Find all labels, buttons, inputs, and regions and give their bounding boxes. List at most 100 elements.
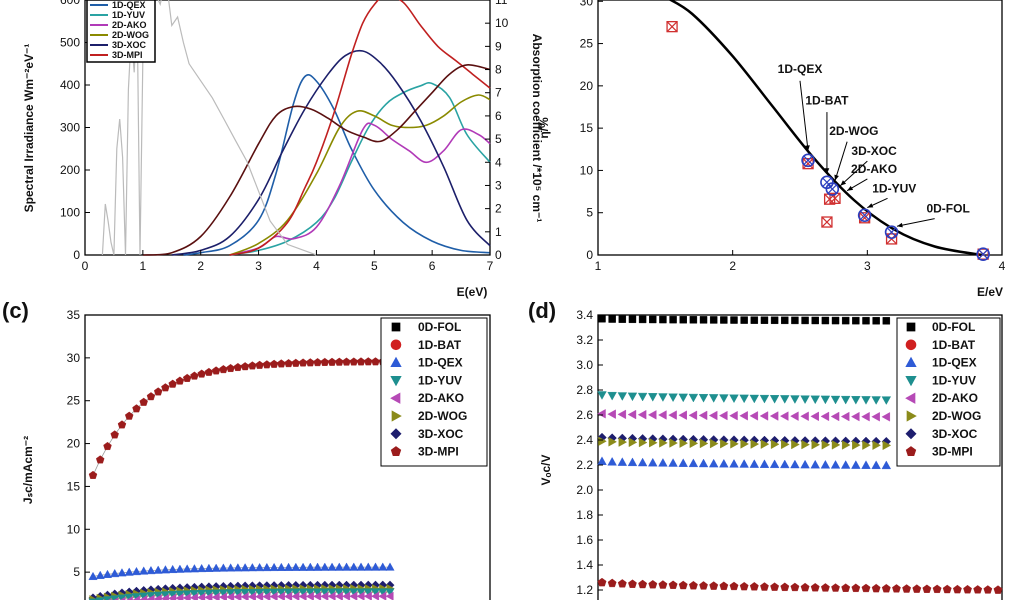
panel-c-marker: [291, 562, 301, 571]
panel-d-marker: [770, 582, 780, 591]
panel-c-marker: [139, 566, 149, 575]
panel-d-marker: [698, 458, 709, 468]
panel-d-marker: [881, 583, 891, 593]
panel-d-marker: [618, 437, 628, 447]
panel-c-marker: [356, 588, 366, 597]
panel-c-marker: [139, 397, 148, 406]
panel-c-marker: [370, 562, 381, 571]
panel-c-marker: [255, 588, 265, 598]
panel-b-xlabel: E/eV: [977, 285, 1003, 299]
panel-d-marker: [800, 411, 809, 422]
panel-d-marker: [628, 579, 637, 588]
panel-d-legend-marker: [905, 428, 917, 440]
panel-c-marker: [110, 568, 120, 578]
panel-c-marker: [146, 392, 156, 401]
panel-d-marker: [820, 411, 830, 422]
panel-b-circle-x: [827, 184, 837, 194]
panel-c-marker: [168, 379, 177, 388]
panel-c-legend-marker: [390, 339, 402, 351]
panel-d-ytick-label: 3.0: [576, 358, 593, 372]
panel-c-frame: [84, 314, 491, 600]
panel-d-marker: [689, 316, 698, 324]
panel-d-marker: [882, 317, 891, 325]
panel-d-marker: [720, 316, 728, 324]
panel-b-arrowhead: [896, 222, 903, 228]
panel-a-ytick-right-label: 3: [495, 178, 502, 192]
panel-a-ytick-right-label: 10: [495, 16, 509, 30]
panel-d-marker: [658, 410, 667, 420]
panel-d-marker: [659, 315, 667, 324]
panel-d-marker: [679, 438, 689, 448]
panel-b-annotation-arrow: [896, 218, 935, 227]
panel-d-marker: [647, 410, 657, 420]
panel-c-marker: [88, 470, 98, 479]
panel-d-marker: [749, 411, 759, 421]
panel-d-voc: (d) 1.2 1.4 1.6 1.8 2.0 2.2 2.4 2.6 2.8 3.0 3.2 3.4…: [528, 298, 1003, 600]
panel-d-marker: [658, 458, 668, 467]
panel-c-marker: [175, 376, 185, 385]
panel-d-legend-label: 3D-XOC: [932, 427, 978, 441]
panel-c-ytick-label: 10: [67, 522, 81, 536]
panel-b-arrowhead: [840, 180, 847, 186]
panel-d-marker: [688, 458, 699, 468]
panel-d-marker: [830, 460, 841, 469]
panel-d-marker: [800, 582, 810, 592]
panel-c-marker: [146, 565, 156, 575]
panel-c-legend-label: 3D-XOC: [418, 427, 464, 441]
panel-d-marker: [709, 316, 718, 324]
panel-c-marker: [262, 588, 272, 598]
panel-d-marker: [598, 315, 606, 323]
panel-d-marker: [608, 437, 617, 447]
panel-c-ytick-label: 25: [67, 394, 81, 408]
panel-d-marker: [688, 393, 699, 403]
panel-d-marker: [689, 438, 699, 449]
panel-d-marker: [862, 316, 870, 325]
panel-b-ytick-label: 5: [586, 206, 593, 220]
panel-d-marker: [760, 439, 770, 449]
panel-d-marker: [607, 391, 617, 401]
panel-d-marker: [800, 395, 810, 404]
panel-d-marker: [780, 459, 790, 469]
panel-d-marker: [750, 439, 760, 449]
panel-c-marker: [363, 562, 373, 571]
panel-d-marker: [740, 316, 748, 324]
panel-c-legend-marker: [390, 428, 402, 440]
panel-c-marker: [103, 441, 112, 450]
panel-d-marker: [617, 579, 627, 588]
panel-c-marker: [211, 563, 221, 572]
panel-c-marker: [276, 562, 286, 571]
panel-c-marker: [102, 569, 113, 578]
panel-d-legend-label: 0D-FOL: [932, 320, 975, 334]
panel-d-marker: [790, 459, 800, 469]
panel-a-spectra: 0 1 2 3 4 5 6 701002003004005006000123456789101…: [22, 0, 544, 299]
panel-d-legend-label: 2D-WOG: [932, 409, 981, 423]
panel-d-marker: [719, 394, 729, 403]
panel-d-marker: [598, 436, 607, 446]
panel-c-marker: [327, 562, 337, 571]
panel-a-xtick-label: 4: [313, 259, 320, 273]
panel-d-marker: [679, 315, 687, 324]
panel-a-ytick-right-label: 7: [495, 86, 502, 100]
panel-c-marker: [262, 562, 272, 572]
panel-d-marker: [851, 396, 861, 405]
panel-a-ytick-right-label: 1: [495, 225, 502, 239]
panel-d-marker: [678, 393, 688, 403]
panel-d-marker: [882, 440, 892, 451]
panel-d-marker: [617, 392, 628, 401]
panel-b-circle-marker: [976, 247, 990, 261]
panel-d-marker: [840, 395, 851, 405]
panel-d-legend-marker: [906, 322, 916, 332]
panel-d-marker: [963, 584, 972, 594]
panel-d-marker: [810, 411, 819, 422]
panel-d-ytick-label: 2.8: [576, 383, 593, 397]
panel-d-legend-marker: [905, 446, 917, 456]
panel-c-marker: [247, 589, 257, 598]
panel-c-legend-label: 2D-AKO: [418, 391, 464, 405]
panel-c-marker: [95, 570, 105, 579]
panel-d-ytick-label: 1.6: [576, 533, 593, 547]
panel-d-marker: [649, 315, 657, 324]
panel-c-marker: [131, 566, 142, 576]
panel-b-circle-x: [887, 227, 896, 237]
panel-c-marker: [385, 562, 395, 571]
panel-d-marker: [791, 439, 800, 450]
